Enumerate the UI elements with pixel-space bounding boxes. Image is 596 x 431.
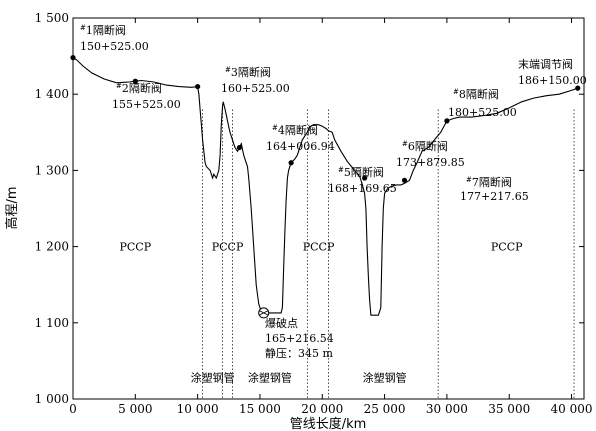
valve-marker	[444, 118, 450, 124]
valve-name-text: 末端调节阀	[518, 57, 573, 71]
y-tick-label: 1 500	[35, 11, 69, 25]
valve-station: 160+525.00	[221, 82, 290, 95]
valve-name-text: 5隔断阀	[344, 165, 384, 179]
pipe-label: 涂塑钢管	[248, 370, 292, 384]
valve-marker	[401, 177, 408, 183]
x-tick-label: 35 000	[488, 402, 530, 416]
valve-name: #1隔断阀	[80, 23, 126, 37]
valve-sup: #	[80, 24, 86, 32]
valve-sup: #	[466, 176, 472, 184]
valve-station: 177+217.65	[460, 190, 529, 203]
valve-marker	[236, 144, 242, 151]
valve-sup: #	[402, 140, 408, 148]
valve-name: #7隔断阀	[466, 175, 512, 189]
valve-sup: #	[225, 66, 231, 74]
valve-marker	[132, 78, 138, 84]
valve-marker	[362, 175, 368, 181]
burst-station: 165+216.54	[265, 332, 334, 345]
valve-name-text: 2隔断阀	[122, 81, 162, 95]
zone-label: PCCP	[212, 240, 244, 253]
valve-station: 186+150.00	[518, 74, 587, 87]
valve-station: 164+006.94	[266, 140, 335, 153]
valve-sup: #	[116, 82, 122, 90]
valve-marker	[575, 85, 581, 91]
pipe-label: 涂塑钢管	[363, 370, 407, 384]
burst-marker-hatch	[259, 310, 268, 316]
pipe-label: 涂塑钢管	[191, 370, 235, 384]
zone-label: PCCP	[491, 240, 523, 253]
valve-name-text: 6隔断阀	[408, 139, 448, 153]
y-tick-label: 1 200	[35, 240, 69, 254]
elevation-profile-line	[72, 57, 578, 316]
valve-name-text: 3隔断阀	[231, 65, 271, 79]
y-tick-label: 1 400	[35, 87, 69, 101]
valve-station: 155+525.00	[112, 98, 181, 111]
valve-name: #8隔断阀	[453, 87, 499, 101]
x-tick-label: 10 000	[177, 402, 219, 416]
valve-sup: #	[272, 124, 278, 132]
burst-pressure: 静压：345 m	[265, 346, 333, 360]
x-tick-label: 40 000	[551, 402, 593, 416]
y-tick-label: 1 300	[35, 163, 69, 177]
valve-name: 末端调节阀	[518, 57, 573, 71]
burst-name: 爆破点	[265, 316, 298, 330]
axis-ticks	[72, 17, 584, 400]
valve-name: #6隔断阀	[402, 139, 448, 153]
valve-sup: #	[338, 166, 344, 174]
valve-name-text: 7隔断阀	[472, 175, 512, 189]
valve-annotations: #1隔断阀 150+525.00 #2隔断阀 155+525.00 #3隔断阀 160+5…	[70, 23, 587, 203]
valve-name: #5隔断阀	[338, 165, 384, 179]
x-tick-label: 0	[69, 402, 77, 416]
x-tick-label: 20 000	[301, 402, 343, 416]
y-tick-label: 1 000	[35, 392, 69, 406]
y-axis-title: 高程/m	[4, 186, 20, 229]
valve-station: 168+169.65	[328, 182, 397, 195]
valve-sup: #	[453, 88, 459, 96]
axis-tick-labels: 0 5 000 10 000 15 000 20 000 25 000 30 000 35 0…	[35, 11, 593, 416]
x-tick-label: 25 000	[364, 402, 406, 416]
valve-marker	[288, 160, 294, 166]
x-tick-label: 15 000	[239, 402, 281, 416]
valve-name-text: 1隔断阀	[86, 23, 126, 37]
valve-name: #2隔断阀	[116, 81, 162, 95]
valve-name-text: 4隔断阀	[278, 123, 318, 137]
valve-marker	[195, 83, 201, 90]
y-tick-label: 1 100	[35, 316, 69, 330]
x-tick-label: 30 000	[426, 402, 468, 416]
valve-station: 150+525.00	[80, 40, 149, 53]
valve-station: 180+525.00	[448, 106, 517, 119]
valve-marker	[70, 55, 76, 61]
zone-label: PCCP	[303, 240, 335, 253]
x-axis-title: 管线长度/km	[290, 416, 367, 431]
plot-frame	[72, 17, 585, 400]
section-divider-lines	[202, 109, 575, 399]
valve-station: 173+879.85	[396, 156, 465, 169]
valve-name-text: 8隔断阀	[459, 87, 499, 101]
zone-label: PCCP	[119, 240, 151, 253]
valve-name: #4隔断阀	[272, 123, 318, 137]
x-tick-label: 5 000	[118, 402, 152, 416]
valve-name: #3隔断阀	[225, 65, 271, 79]
